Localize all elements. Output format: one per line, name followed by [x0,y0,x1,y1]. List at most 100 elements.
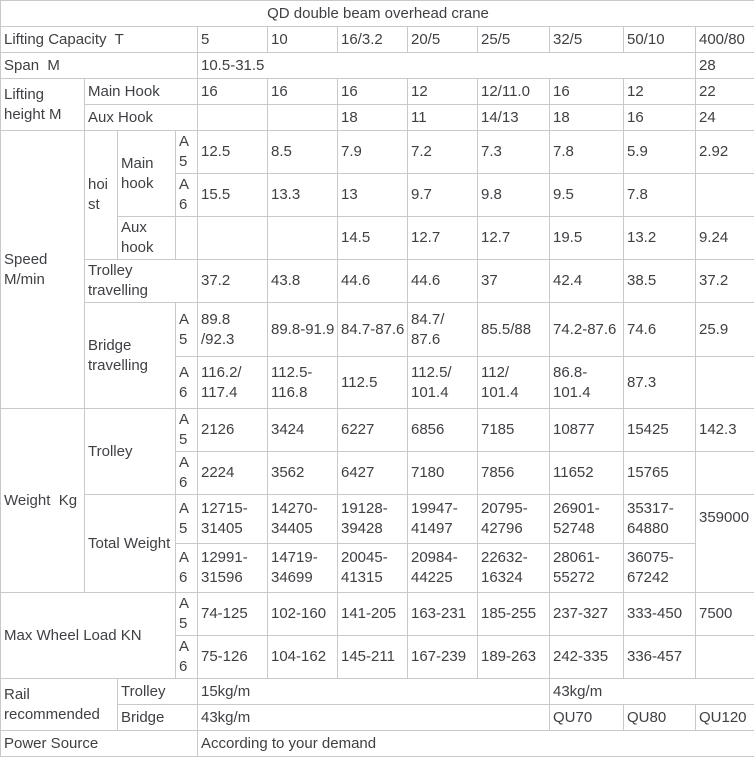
grade-a5-label: A5 [176,303,198,357]
weight-trolley-label: Trolley [85,409,176,495]
main-hook-value: 22 [696,79,754,105]
max-wheel-a5-value: 141-205 [338,593,408,636]
bridge-a5-value: 89.8 /92.3 [198,303,268,357]
rail-bridge-type: QU80 [624,705,696,731]
capacity-value: 32/5 [550,27,624,53]
speed-main-a6-value: 7.8 [624,174,696,217]
speed-aux-value [198,217,268,260]
power-source-value: According to your demand [198,731,754,757]
weight-trolley-a6-value: 2224 [198,452,268,495]
capacity-row: Lifting Capacity T 5 10 16/3.2 20/5 25/5… [1,27,754,53]
weight-trolley-a5-value: 15425 [624,409,696,452]
bridge-a6-value [696,357,754,409]
aux-hook-label: Aux Hook [85,105,198,131]
weight-trolley-a6-value: 7856 [478,452,550,495]
bridge-a6-value: 87.3 [624,357,696,409]
bridge-a6-value: 112.5/ 101.4 [408,357,478,409]
main-hook-value: 16 [338,79,408,105]
speed-aux-value: 12.7 [408,217,478,260]
aux-hook-value: 16 [624,105,696,131]
bridge-a5-value: 74.2-87.6 [550,303,624,357]
grade-a5-label: A5 [176,409,198,452]
total-weight-a5-value: 12715- 31405 [198,495,268,544]
weight-trolley-a5-value: 10877 [550,409,624,452]
max-wheel-a6-value [696,636,754,679]
grade-a6-label: A6 [176,357,198,409]
span-range: 10.5-31.5 [198,53,696,79]
max-wheel-a5-value: 163-231 [408,593,478,636]
rail-trolley-right-value: 43kg/m [550,679,754,705]
bridge-a5-value: 85.5/88 [478,303,550,357]
table-title: QD double beam overhead crane [1,1,754,27]
speed-main-a6-value: 13 [338,174,408,217]
title-row: QD double beam overhead crane [1,1,754,27]
main-hook-value: 12 [624,79,696,105]
capacity-value: 25/5 [478,27,550,53]
lifting-height-aux-row: Aux Hook 18 11 14/13 18 16 24 [1,105,754,131]
lifting-height-main-row: Lifting height M Main Hook 16 16 16 12 1… [1,79,754,105]
power-source-label: Power Source [1,731,198,757]
weight-trolley-a6-value [696,452,754,495]
max-wheel-a5-value: 74-125 [198,593,268,636]
total-weight-a5-value: 35317- 64880 [624,495,696,544]
rail-bridge-label: Bridge [118,705,198,731]
bridge-a5-value: 84.7/ 87.6 [408,303,478,357]
bridge-travelling-label: Bridge travelling [85,303,176,409]
max-wheel-a5-row: Max Wheel Load KN A5 74-125 102-160 141-… [1,593,754,636]
speed-main-a5-value: 7.9 [338,131,408,174]
grade-a6-label: A6 [176,636,198,679]
speed-aux-grade-empty-cell [176,217,198,260]
trolley-travelling-value: 37 [478,260,550,303]
bridge-a5-value: 25.9 [696,303,754,357]
max-wheel-a5-value: 102-160 [268,593,338,636]
trolley-travelling-value: 37.2 [198,260,268,303]
weight-trolley-a6-value: 3562 [268,452,338,495]
bridge-a5-row: Bridge travelling A5 89.8 /92.3 89.8-91.… [1,303,754,357]
speed-main-a6-value: 13.3 [268,174,338,217]
max-wheel-load-label: Max Wheel Load KN [1,593,176,679]
weight-trolley-a5-value: 6856 [408,409,478,452]
total-weight-a6-value: 14719- 34699 [268,544,338,593]
speed-main-a5-value: 2.92 [696,131,754,174]
bridge-a5-value: 89.8-91.9 [268,303,338,357]
main-hook-value: 16 [550,79,624,105]
speed-main-a6-value: 9.5 [550,174,624,217]
speed-main-a5-value: 7.8 [550,131,624,174]
aux-hook-value: 18 [338,105,408,131]
grade-a5-label: A5 [176,593,198,636]
rail-bridge-type: QU70 [550,705,624,731]
weight-trolley-a5-row: Weight Kg Trolley A5 2126 3424 6227 6856… [1,409,754,452]
trolley-travelling-value: 43.8 [268,260,338,303]
speed-main-a5-row: Speed M/min hoist Main hook A5 12.5 8.5 … [1,131,754,174]
speed-main-a5-value: 8.5 [268,131,338,174]
rail-trolley-label: Trolley [118,679,198,705]
aux-hook-value [268,105,338,131]
main-hook-value: 12 [408,79,478,105]
speed-aux-value: 19.5 [550,217,624,260]
aux-hook-value [198,105,268,131]
max-wheel-a5-value: 333-450 [624,593,696,636]
trolley-travelling-row: Trolley travelling 37.2 43.8 44.6 44.6 3… [1,260,754,303]
max-wheel-a5-value: 7500 [696,593,754,636]
speed-label: Speed M/min [1,131,85,409]
speed-main-a5-value: 7.3 [478,131,550,174]
span-last: 28 [696,53,754,79]
speed-main-a6-value: 9.8 [478,174,550,217]
main-hook-label: Main Hook [85,79,198,105]
total-weight-a5-value: 26901- 52748 [550,495,624,544]
total-weight-a5-row: Total Weight A5 12715- 31405 14270- 3440… [1,495,754,544]
bridge-a6-value: 112.5 [338,357,408,409]
max-wheel-a6-value: 167-239 [408,636,478,679]
capacity-label: Lifting Capacity T [1,27,198,53]
span-label: Span M [1,53,198,79]
speed-aux-value: 14.5 [338,217,408,260]
speed-aux-hook-label: Aux hook [118,217,176,260]
aux-hook-value: 14/13 [478,105,550,131]
speed-main-a6-value: 9.7 [408,174,478,217]
max-wheel-a6-value: 336-457 [624,636,696,679]
weight-trolley-a5-value: 142.3 [696,409,754,452]
total-weight-a6-value: 20984- 44225 [408,544,478,593]
weight-trolley-a6-value: 6427 [338,452,408,495]
